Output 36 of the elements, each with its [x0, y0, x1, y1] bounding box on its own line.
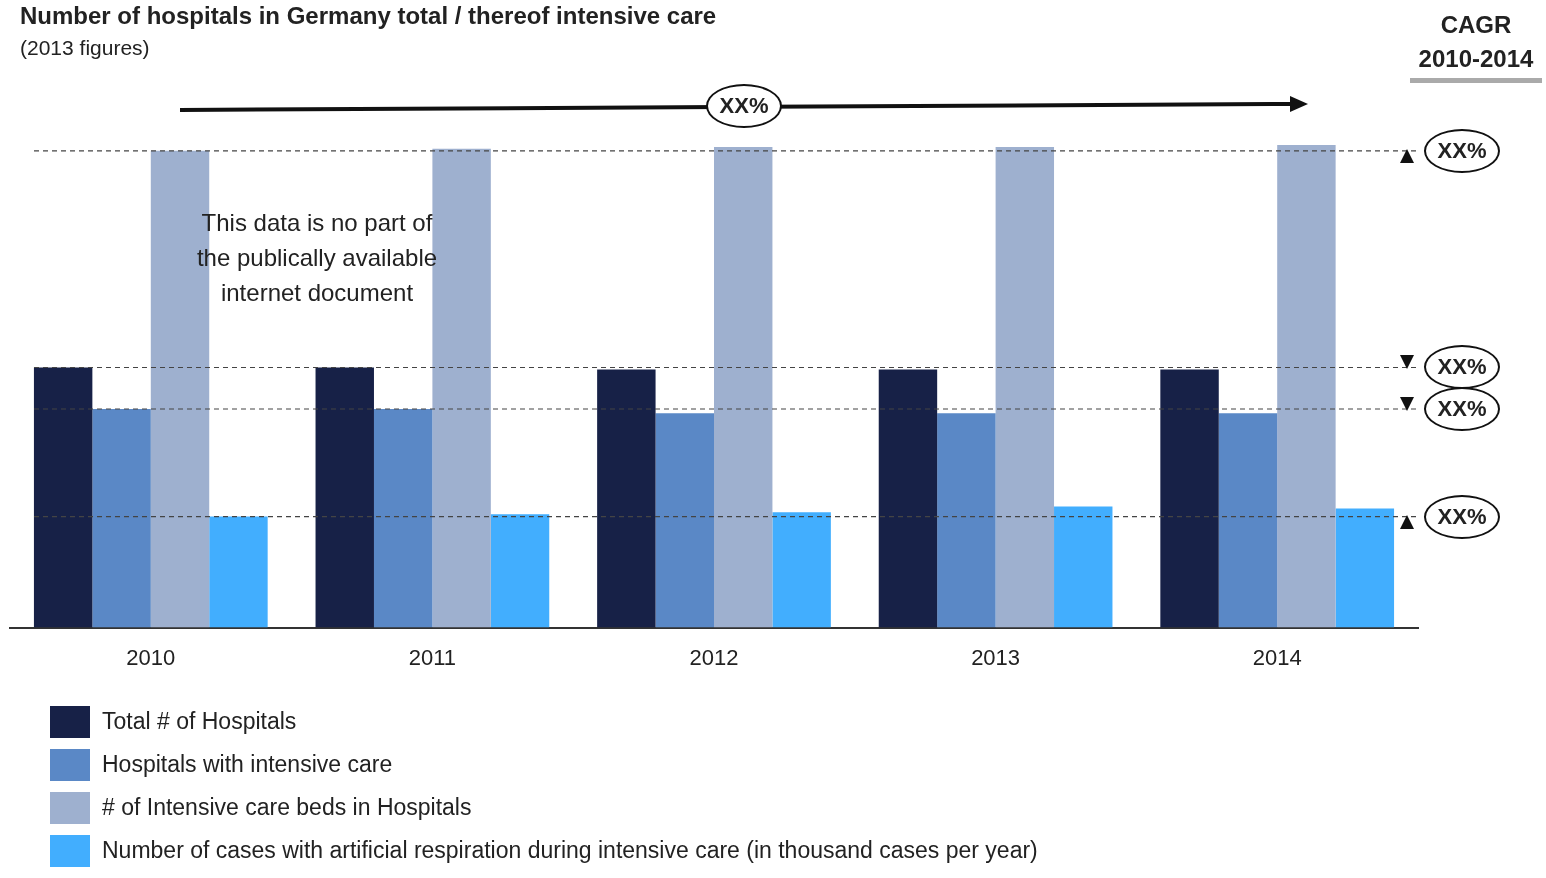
- bar: [1218, 413, 1278, 628]
- legend-label: # of Intensive care beds in Hospitals: [102, 794, 472, 821]
- bar: [878, 369, 938, 628]
- bar: [655, 413, 714, 628]
- chart-subtitle: (2013 figures): [20, 36, 150, 60]
- bar: [315, 367, 374, 628]
- bar: [490, 514, 550, 628]
- legend-label: Number of cases with artificial respiration during intensive care (in thousand cases per year): [102, 837, 1038, 864]
- bar: [92, 408, 151, 628]
- ref-line-label: XX%: [1424, 494, 1500, 539]
- ref-line-label: XX%: [1424, 128, 1500, 173]
- chart-title: Number of hospitals in Germany total / thereof intensive care: [20, 2, 717, 30]
- text: XX%: [706, 84, 782, 128]
- x-tick-label: 2013: [971, 644, 1021, 670]
- bar: [937, 413, 996, 628]
- x-tick-label: 2012: [689, 644, 739, 670]
- ref-line-label: XX%: [1424, 345, 1500, 390]
- bar: [772, 512, 831, 628]
- bar: [1277, 145, 1336, 628]
- bar: [1335, 508, 1395, 628]
- x-tick-label: 2011: [408, 644, 457, 670]
- ref-line-label: XX%: [1424, 386, 1500, 431]
- text: CAGR 2010-2014: [1410, 8, 1542, 83]
- legend-label: Total # of Hospitals: [102, 708, 297, 735]
- bar: [995, 146, 1055, 628]
- bar: [33, 367, 93, 628]
- x-tick-label: 2010: [126, 644, 176, 670]
- bar: [373, 408, 433, 628]
- bar: [209, 516, 268, 628]
- bar: [714, 146, 773, 628]
- legend-label: Hospitals with intensive care: [102, 751, 393, 778]
- bar: [1054, 506, 1113, 628]
- bar: [1160, 369, 1219, 628]
- annotation: This data is no part of the publically available internet document: [195, 208, 439, 308]
- x-tick-label: 2014: [1252, 644, 1302, 670]
- bar: [597, 369, 656, 628]
